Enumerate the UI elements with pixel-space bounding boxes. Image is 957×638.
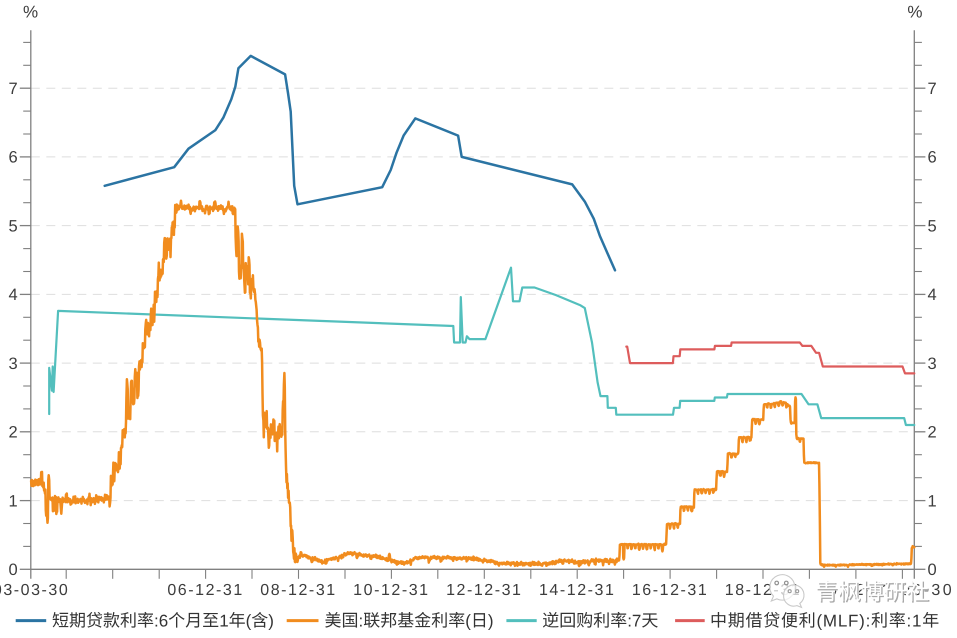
svg-text::7: :7 xyxy=(627,611,641,630)
svg-text:): ) xyxy=(268,611,274,630)
svg-text:2: 2 xyxy=(9,424,18,442)
svg-text:0: 0 xyxy=(928,561,937,579)
svg-text:3: 3 xyxy=(9,355,18,373)
svg-text:6: 6 xyxy=(928,149,937,167)
svg-text:5: 5 xyxy=(928,217,937,235)
svg-text:): ) xyxy=(488,611,494,630)
svg-text:12-12-31: 12-12-31 xyxy=(446,582,522,599)
svg-text:0: 0 xyxy=(9,561,18,579)
svg-text:16-12-31: 16-12-31 xyxy=(632,582,708,599)
svg-text:14-12-31: 14-12-31 xyxy=(539,582,615,599)
svg-text:7: 7 xyxy=(928,80,937,98)
svg-text:08-12-31: 08-12-31 xyxy=(260,582,336,599)
svg-text:1: 1 xyxy=(9,492,18,510)
svg-text:4: 4 xyxy=(9,286,18,304)
svg-text:1: 1 xyxy=(928,492,937,510)
svg-text::: : xyxy=(359,611,364,630)
svg-text:1: 1 xyxy=(219,611,228,630)
svg-text:%: % xyxy=(907,2,922,21)
svg-text::6: :6 xyxy=(154,611,168,630)
svg-text::1: :1 xyxy=(907,611,923,630)
svg-text:(: ( xyxy=(246,611,252,630)
svg-text:(MLF):: (MLF): xyxy=(817,611,872,630)
svg-text:(: ( xyxy=(465,611,471,630)
svg-text:%: % xyxy=(23,2,38,21)
svg-text:3: 3 xyxy=(928,355,937,373)
svg-text:7: 7 xyxy=(9,80,18,98)
svg-text:10-12-31: 10-12-31 xyxy=(353,582,429,599)
svg-text:4: 4 xyxy=(928,286,937,304)
svg-text:2: 2 xyxy=(928,424,937,442)
svg-text:03-03-30: 03-03-30 xyxy=(0,582,69,599)
svg-text:5: 5 xyxy=(9,217,18,235)
svg-text:06-12-31: 06-12-31 xyxy=(167,582,243,599)
svg-text:6: 6 xyxy=(9,149,18,167)
